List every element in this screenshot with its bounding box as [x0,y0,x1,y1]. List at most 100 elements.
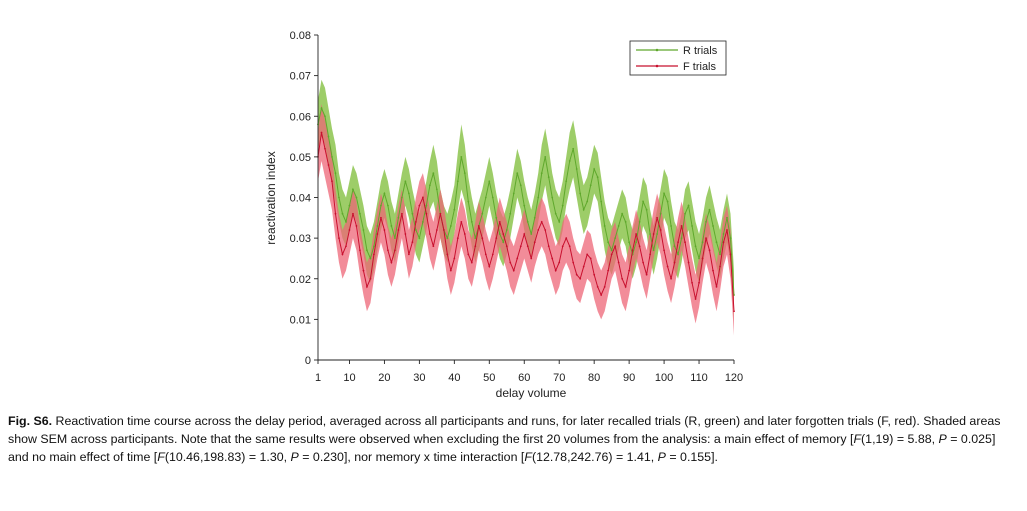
reactivation-chart: 1 10 20 30 40 50 60 70 80 90 100 110 12000.010.020.0… [264,30,743,400]
data-point-r-trials [575,168,578,170]
data-point-f-trials [533,241,536,244]
data-point-f-trials [401,212,403,215]
data-point-f-trials [523,233,526,235]
data-point-r-trials [509,212,512,215]
caption-stat-3-p: P [657,450,666,464]
data-point-f-trials [596,285,599,288]
data-point-f-trials [663,249,665,252]
x-tick-label: 50 [483,372,495,384]
data-point-f-trials [593,273,596,276]
data-point-f-trials [414,220,417,223]
data-point-f-trials [722,241,725,244]
data-point-r-trials [715,241,718,244]
data-point-f-trials [366,285,368,288]
data-point-f-trials [348,229,351,231]
x-axis-label: delay volume [496,386,567,400]
data-point-r-trials [540,172,543,175]
data-point-f-trials [467,253,470,256]
data-point-f-trials [404,233,407,235]
data-point-f-trials [327,164,330,166]
data-point-r-trials [677,253,679,256]
data-point-f-trials [428,233,431,235]
data-point-f-trials [729,253,732,256]
data-point-f-trials [684,241,686,244]
data-point-r-trials [638,220,641,223]
data-point-r-trials [589,184,592,187]
data-point-f-trials [579,277,582,280]
data-point-f-trials [397,229,400,231]
data-point-r-trials [390,225,393,227]
caption-stat-2-f: F [157,450,165,464]
data-point-r-trials [449,225,452,227]
data-point-f-trials [456,237,459,240]
data-point-f-trials [649,253,651,256]
data-point-f-trials [421,196,424,199]
data-point-f-trials [362,269,365,272]
x-tick-label: 80 [588,372,600,384]
data-point-f-trials [488,265,491,268]
data-point-f-trials [474,245,477,248]
data-point-r-trials [523,204,526,207]
data-point-r-trials [705,220,707,223]
data-point-f-trials [540,220,543,223]
data-point-f-trials [505,245,508,248]
data-point-f-trials [484,253,487,256]
data-point-r-trials [582,208,585,211]
data-point-f-trials [425,212,428,215]
data-point-f-trials [373,253,375,256]
data-point-f-trials [537,229,540,231]
data-point-f-trials [491,253,494,256]
legend-label-f-trials: F trials [683,61,717,73]
data-point-r-trials [435,188,438,191]
data-point-r-trials [498,233,501,235]
caption-text-1: Reactivation time course across the dela… [8,414,1001,446]
data-point-r-trials [617,225,620,227]
y-tick-label: 0.01 [290,314,311,326]
data-point-f-trials [670,277,672,280]
caption-stat-2-pval: = 0.230], nor memory x time interaction … [298,450,525,464]
data-point-f-trials [600,294,603,296]
data-point-r-trials [684,212,686,215]
y-tick-label: 0.04 [290,193,311,205]
data-point-r-trials [593,168,596,170]
data-point-r-trials [722,233,725,235]
data-point-f-trials [603,285,606,288]
data-point-r-trials [666,200,669,203]
data-point-r-trials [691,225,693,227]
data-point-r-trials [401,196,403,199]
data-point-r-trials [607,241,610,244]
data-point-f-trials [659,229,662,231]
data-point-f-trials [687,261,690,264]
data-point-r-trials [488,180,491,183]
data-point-f-trials [631,249,634,252]
data-point-r-trials [425,204,428,207]
data-point-f-trials [624,285,627,288]
data-point-r-trials [394,237,396,240]
data-point-r-trials [338,196,340,199]
data-point-f-trials [652,233,655,235]
caption-stat-3-f: F [524,450,532,464]
legend-marker-f-trials [655,64,659,68]
data-point-r-trials [453,208,456,211]
data-point-f-trials [526,245,529,248]
data-point-f-trials [547,245,550,248]
data-point-r-trials [516,172,519,175]
figure-caption: Fig. S6. Reactivation time course across… [8,412,1018,466]
data-point-f-trials [635,233,638,235]
data-point-f-trials [656,216,658,219]
data-point-r-trials [366,249,368,252]
data-point-r-trials [320,107,323,110]
data-point-r-trials [656,233,658,235]
data-point-r-trials [359,212,361,215]
data-point-f-trials [394,249,396,252]
data-point-r-trials [380,204,382,207]
data-point-f-trials [565,237,568,240]
data-point-r-trials [596,176,599,179]
data-point-r-trials [456,180,459,183]
y-tick-label: 0.02 [290,274,311,286]
y-tick-label: 0.05 [290,152,311,164]
data-point-r-trials [708,208,711,211]
data-point-r-trials [411,212,414,215]
data-point-f-trials [498,220,501,223]
data-point-f-trials [331,180,333,183]
